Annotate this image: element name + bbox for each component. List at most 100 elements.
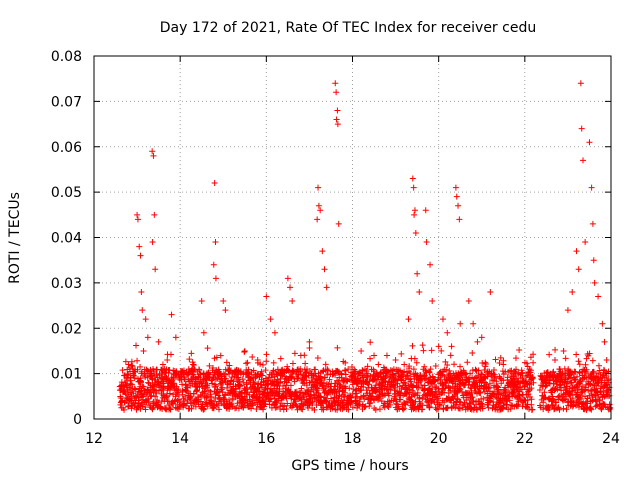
- data-point: [208, 393, 215, 400]
- data-point: [465, 298, 472, 305]
- data-point: [352, 368, 359, 375]
- x-tick-label: 18: [344, 431, 362, 447]
- data-point: [586, 139, 593, 146]
- data-point: [433, 406, 440, 413]
- data-point: [324, 371, 331, 378]
- data-point: [248, 405, 255, 412]
- data-point: [155, 399, 162, 406]
- data-point: [223, 359, 230, 366]
- data-point: [413, 359, 420, 366]
- data-point: [212, 383, 219, 390]
- data-point: [414, 270, 421, 277]
- data-point: [480, 395, 487, 402]
- data-point: [215, 366, 222, 373]
- data-point: [253, 406, 260, 413]
- data-point: [326, 376, 333, 383]
- data-point: [342, 367, 349, 374]
- data-point: [574, 391, 581, 398]
- data-point: [410, 184, 417, 191]
- data-point: [497, 354, 504, 361]
- data-point: [385, 392, 392, 399]
- data-point: [138, 288, 145, 295]
- data-point: [410, 366, 417, 373]
- data-point: [529, 406, 536, 413]
- data-point: [562, 395, 569, 402]
- data-point: [382, 374, 389, 381]
- data-point: [171, 398, 178, 405]
- data-point: [289, 360, 296, 367]
- data-point: [128, 362, 135, 369]
- data-point: [328, 402, 335, 409]
- data-point: [257, 361, 264, 368]
- data-point: [582, 239, 589, 246]
- data-point: [594, 388, 601, 395]
- data-point: [447, 352, 454, 359]
- data-point: [591, 279, 598, 286]
- data-point: [278, 400, 285, 407]
- data-point: [129, 366, 136, 373]
- data-point: [563, 406, 570, 413]
- data-point: [508, 367, 515, 374]
- data-point: [244, 384, 251, 391]
- data-point: [529, 374, 536, 381]
- data-point: [376, 406, 383, 413]
- data-point: [359, 367, 366, 374]
- data-point: [334, 344, 341, 351]
- data-point: [400, 406, 407, 413]
- data-point: [358, 387, 365, 394]
- data-point: [164, 357, 171, 364]
- data-point: [156, 382, 163, 389]
- data-point: [586, 350, 593, 357]
- x-tick-label: 16: [257, 431, 275, 447]
- data-point: [428, 347, 435, 354]
- data-point: [429, 298, 436, 305]
- data-point: [125, 391, 132, 398]
- data-point: [569, 395, 576, 402]
- data-point: [317, 207, 324, 214]
- data-point: [213, 354, 220, 361]
- data-point: [562, 355, 569, 362]
- data-point: [439, 316, 446, 323]
- data-point: [287, 284, 294, 291]
- data-point: [527, 367, 534, 374]
- data-point: [458, 388, 465, 395]
- data-point: [569, 288, 576, 295]
- data-point: [342, 359, 349, 366]
- data-point: [163, 392, 170, 399]
- data-point: [419, 342, 426, 349]
- data-point: [429, 373, 436, 380]
- data-point: [197, 398, 204, 405]
- data-point: [443, 366, 450, 373]
- x-tick-label: 24: [602, 431, 620, 447]
- data-point: [465, 375, 472, 382]
- data-point: [426, 369, 433, 376]
- data-point: [167, 351, 174, 358]
- data-point: [398, 385, 405, 392]
- data-point: [367, 339, 374, 346]
- data-point: [302, 360, 309, 367]
- data-point: [426, 404, 433, 411]
- y-tick-label: 0.07: [51, 94, 82, 110]
- data-point: [421, 382, 428, 389]
- data-point: [204, 382, 211, 389]
- data-point: [401, 405, 408, 412]
- data-point: [142, 406, 149, 413]
- data-point: [345, 366, 352, 373]
- data-point: [479, 405, 486, 412]
- data-point: [289, 298, 296, 305]
- data-point: [325, 367, 332, 374]
- data-point: [270, 368, 277, 375]
- data-point: [406, 363, 413, 370]
- data-point: [322, 384, 329, 391]
- data-point: [260, 378, 267, 385]
- data-point: [423, 375, 430, 382]
- data-point: [574, 384, 581, 391]
- data-point: [208, 377, 215, 384]
- data-point: [457, 370, 464, 377]
- data-point: [222, 307, 229, 314]
- data-point: [159, 361, 166, 368]
- data-point: [193, 386, 200, 393]
- data-point: [556, 366, 563, 373]
- data-point: [472, 366, 479, 373]
- data-point: [490, 377, 497, 384]
